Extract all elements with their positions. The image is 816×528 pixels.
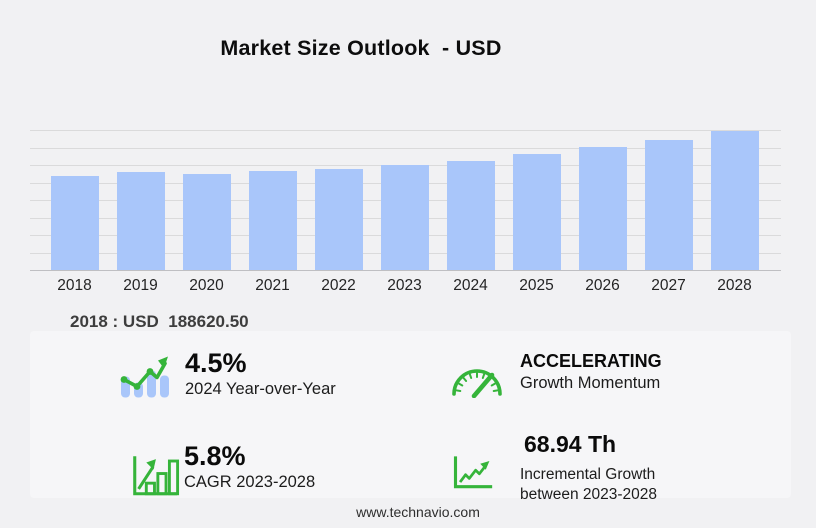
x-axis-label-2020: 2020: [189, 277, 224, 294]
bar-2024: [446, 161, 495, 270]
stat-yoy-label: 2024 Year-over-Year: [185, 380, 336, 398]
bar-2026: [578, 147, 627, 270]
stat-cagr: 5.8% CAGR 2023-2028: [184, 441, 315, 493]
x-axis-label-2027: 2027: [651, 277, 686, 294]
bar-2022: [314, 169, 363, 270]
website-url: www.technavio.com: [356, 504, 480, 520]
highlight-2018-value: 2018 : USD 188620.50: [70, 312, 249, 331]
gridline: [30, 147, 781, 149]
bar-2023: [380, 165, 429, 270]
bar-2020: [182, 174, 231, 270]
stats-panel: 4.5% 2024 Year-over-Year: [30, 331, 791, 503]
x-axis-label-2028: 2028: [717, 277, 752, 294]
x-axis-label-2023: 2023: [387, 277, 422, 294]
bar-2028: [710, 131, 759, 270]
x-axis-label-2019: 2019: [123, 277, 158, 294]
x-axis-label-2025: 2025: [519, 277, 554, 294]
chart-title: Market Size Outlook - USD: [220, 36, 502, 60]
bar-2027: [644, 140, 693, 270]
stat-cagr-value: 5.8%: [184, 441, 246, 471]
bar-2025: [512, 154, 561, 270]
x-axis-label-2026: 2026: [585, 277, 620, 294]
x-axis-label-2018: 2018: [57, 277, 92, 294]
gridline: [30, 130, 781, 131]
stat-incremental-value: 68.94 Th: [524, 431, 617, 457]
x-axis-label-2021: 2021: [255, 277, 290, 294]
stat-yoy: 4.5% 2024 Year-over-Year: [185, 348, 336, 400]
x-axis-label-2024: 2024: [453, 277, 488, 294]
stat-incremental-label-line2: between 2023-2028: [520, 485, 658, 503]
stat-yoy-value: 4.5%: [185, 348, 247, 378]
bar-chart-arrow-icon: [128, 449, 180, 500]
stat-momentum: ACCELERATING Growth Momentum: [520, 350, 662, 394]
stat-incremental: 68.94 Th Incremental Growth between 2023…: [520, 431, 657, 504]
stat-cagr-label: CAGR 2023-2028: [184, 473, 316, 491]
stat-momentum-value: ACCELERATING: [520, 351, 662, 371]
bar-2021: [248, 171, 297, 270]
line-growth-arrow-icon: [450, 453, 494, 491]
x-axis-label-2022: 2022: [321, 277, 356, 294]
stat-momentum-label: Growth Momentum: [520, 374, 661, 392]
bar-2019: [116, 172, 165, 270]
bar-2018: [50, 176, 99, 270]
stat-incremental-label-line1: Incremental Growth: [520, 466, 656, 483]
bar-line-growth-icon: [118, 349, 172, 400]
gauge-icon: [449, 356, 505, 398]
x-axis-line: [30, 270, 781, 271]
